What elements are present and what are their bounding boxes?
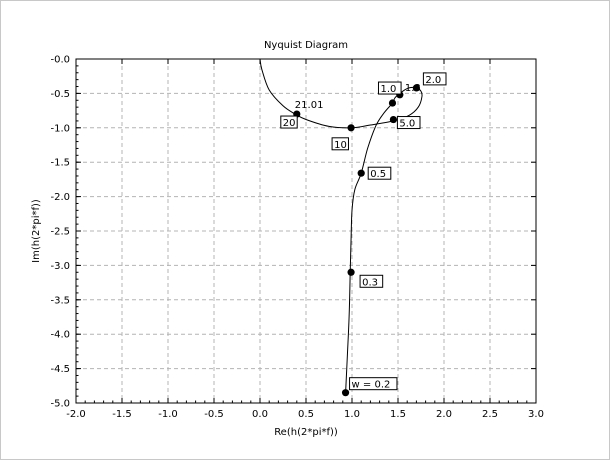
y-tick-label: -1.5: [50, 158, 70, 169]
x-tick-label: -1.5: [112, 409, 132, 420]
frequency-label-box: [280, 115, 298, 129]
y-tick-label: -3.5: [50, 295, 70, 306]
frequency-label: 20: [283, 118, 296, 129]
nyquist-curve: [259, 58, 423, 393]
frequency-marker: [341, 389, 350, 397]
chart-title: Nyquist Diagram: [264, 40, 348, 51]
frequency-label: w = 0.2: [352, 380, 391, 391]
frequency-label-box: [377, 81, 402, 95]
y-tick-label: -4.5: [50, 364, 70, 375]
x-tick-label: 3.0: [528, 409, 544, 420]
axis-ticks: [75, 58, 537, 404]
x-tick-label: -0.5: [204, 409, 224, 420]
x-tick-label: 1.5: [390, 409, 406, 420]
frequency-label: 2.0: [425, 75, 441, 86]
frequency-label-box: [331, 137, 349, 151]
x-tick-label: 0.0: [252, 409, 268, 420]
y-tick-label: -3.0: [50, 261, 70, 272]
frequency-label: 10: [334, 140, 347, 151]
tick-labels: -2.0 -1.5 -1.0 -0.5 0.0 0.5 1.0 1.5 2.0 2.5 3.0 -0.…: [50, 55, 543, 421]
x-axis-label: Re(h(2*pi*f)): [274, 427, 338, 438]
y-tick-label: -2.0: [50, 192, 70, 203]
frequency-label-box: [422, 72, 447, 86]
y-tick-label: -1.0: [50, 123, 70, 134]
frequency-label-box: [349, 377, 398, 391]
y-tick-label: -0.0: [50, 55, 70, 66]
frequency-marker: [347, 124, 355, 132]
frequency-marker: [388, 99, 397, 107]
frequency-label-box: [359, 274, 384, 288]
x-tick-label: -1.0: [158, 409, 178, 420]
frequency-marker: [357, 169, 365, 177]
frequency-label: 5.0: [399, 119, 415, 130]
x-tick-label: 2.0: [436, 409, 452, 420]
frequency-labels: w = 0.2 0.3 0.5 1.0 1.3 2.0 5.0 10 20 21.01: [280, 72, 447, 391]
frequency-label: 0.3: [362, 277, 378, 288]
y-axis-label: Im(h(2*pi*f)): [31, 199, 42, 263]
frequency-label-box: [367, 166, 392, 180]
x-tick-label: 1.0: [344, 409, 360, 420]
frequency-label: 1.3: [405, 83, 421, 94]
frequency-label: 1.0: [380, 84, 396, 95]
frequency-label: 0.5: [370, 169, 386, 180]
x-tick-label: -2.0: [66, 409, 86, 420]
frequency-marker: [412, 84, 420, 92]
y-tick-label: -4.0: [50, 330, 70, 341]
frequency-marker: [389, 115, 397, 124]
frequency-label-box: [396, 116, 421, 130]
y-tick-label: -5.0: [50, 399, 70, 410]
frequency-markers: [293, 84, 420, 397]
y-tick-label: -0.5: [50, 89, 70, 100]
x-tick-label: 2.5: [482, 409, 498, 420]
frequency-marker: [347, 268, 355, 276]
y-tick-label: -2.5: [50, 227, 70, 238]
x-tick-label: 0.5: [298, 409, 314, 420]
frequency-label: 21.01: [295, 100, 324, 111]
